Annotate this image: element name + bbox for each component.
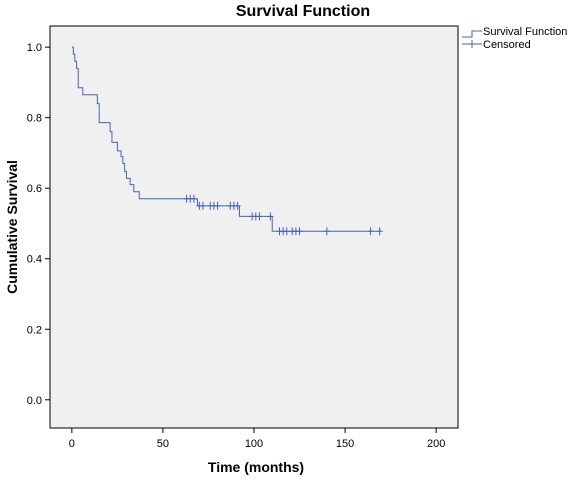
censored-marker xyxy=(267,212,274,221)
censored-marker xyxy=(367,227,374,236)
censored-marker xyxy=(214,201,221,210)
x-tick-label: 50 xyxy=(157,438,169,450)
x-tick-label: 200 xyxy=(427,438,445,450)
y-axis: 0.0 0.2 0.4 0.6 0.8 1.0 xyxy=(27,42,50,407)
censored-marker xyxy=(296,227,303,236)
censored-marker xyxy=(376,227,383,236)
censored-marker xyxy=(256,212,263,221)
x-tick-label: 150 xyxy=(336,438,354,450)
y-tick-label: 0.8 xyxy=(27,113,42,125)
censored-marker xyxy=(283,227,290,236)
y-tick-label: 0.6 xyxy=(27,183,42,195)
x-tick-label: 100 xyxy=(245,438,263,450)
censored-marker xyxy=(323,227,330,236)
y-tick-label: 1.0 xyxy=(27,42,42,54)
chart-title: Survival Function xyxy=(236,3,370,20)
censored-marker xyxy=(234,201,241,210)
series-layer xyxy=(71,46,383,236)
y-axis-title: Cumulative Survival xyxy=(4,160,20,294)
x-axis: 0 50 100 150 200 xyxy=(69,428,445,450)
y-tick-label: 0.4 xyxy=(27,254,42,266)
legend-label-survival-function: Survival Function xyxy=(483,26,567,38)
y-tick-label: 0.0 xyxy=(27,395,42,407)
legend: Survival Function Censored xyxy=(462,26,567,51)
censored-marker xyxy=(200,201,206,210)
y-tick-label: 0.2 xyxy=(27,324,42,336)
x-axis-title: Time (months) xyxy=(208,459,304,475)
censored-marker xyxy=(190,194,197,203)
x-tick-label: 0 xyxy=(69,438,75,450)
legend-swatch-censored xyxy=(462,40,482,48)
survival-function-line xyxy=(71,46,382,232)
legend-swatch-survival-function xyxy=(462,30,482,38)
legend-label-censored: Censored xyxy=(483,39,531,51)
plot-area xyxy=(49,25,459,429)
